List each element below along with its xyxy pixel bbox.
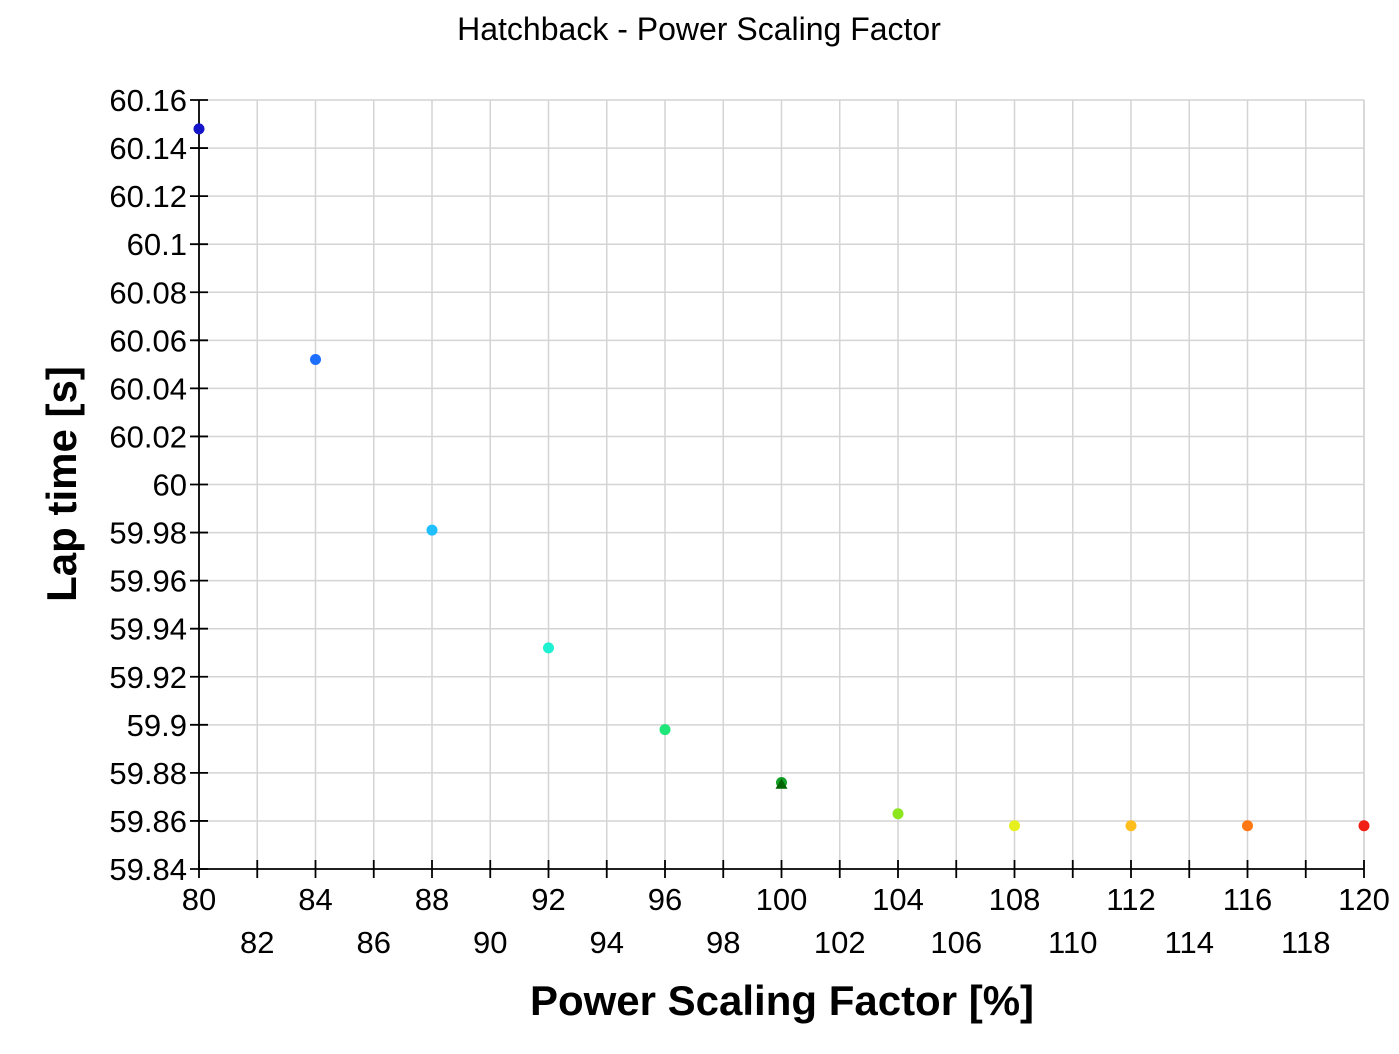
x-tick-label: 100: [756, 882, 808, 917]
highlight-marker: [775, 778, 788, 789]
y-tick-labels: 60.16 60.14 60.12 60.1 60.08 60.06 60.04 60.02 6…: [109, 83, 187, 887]
y-tick-label: 59.92: [109, 660, 187, 695]
y-tick-label: 60.16: [109, 83, 187, 118]
data-point: [426, 524, 438, 536]
y-tick-label: 59.9: [127, 708, 187, 743]
data-point: [1358, 820, 1370, 832]
data-points: [193, 123, 1370, 832]
data-point: [193, 123, 205, 135]
y-tick-label: 59.86: [109, 804, 187, 839]
y-tick-label: 60.12: [109, 179, 187, 214]
x-tick-label: 94: [590, 925, 624, 960]
chart-title: Hatchback - Power Scaling Factor: [457, 11, 941, 47]
y-tick-label: 59.98: [109, 516, 187, 551]
x-tick-label: 108: [989, 882, 1041, 917]
y-tick-label: 59.96: [109, 564, 187, 599]
y-tick-label: 60.04: [109, 371, 187, 406]
x-tick-label: 88: [415, 882, 449, 917]
data-point: [1242, 820, 1253, 832]
x-axis-title: Power Scaling Factor [%]: [530, 977, 1034, 1024]
x-tick-label: 114: [1165, 925, 1214, 960]
y-tick-label: 60.06: [109, 323, 187, 358]
x-tick-label: 106: [930, 925, 982, 960]
x-tick-label: 84: [298, 882, 332, 917]
ticks: [190, 99, 1365, 878]
y-tick-label: 60.14: [109, 131, 187, 166]
x-tick-label: 98: [706, 925, 740, 960]
x-tick-label: 112: [1106, 882, 1155, 917]
y-tick-label: 59.94: [109, 612, 187, 647]
x-tick-label: 92: [531, 882, 565, 917]
y-tick-label: 60.1: [127, 227, 187, 262]
grid: [199, 99, 1365, 869]
x-tick-label: 116: [1223, 882, 1272, 917]
x-tick-labels: 80 84 88 92 96 100 104 108 112 116 120 82 86 90 94 98 10…: [182, 882, 1390, 960]
data-point: [1009, 820, 1020, 832]
y-axis-title: Lap time [s]: [38, 366, 85, 602]
data-point: [659, 724, 671, 736]
x-tick-label: 110: [1048, 925, 1097, 960]
x-tick-label: 90: [473, 925, 507, 960]
x-tick-label: 86: [357, 925, 391, 960]
x-tick-label: 104: [872, 882, 924, 917]
x-tick-label: 96: [648, 882, 682, 917]
data-point: [892, 808, 904, 820]
y-tick-label: 59.88: [109, 756, 187, 791]
x-tick-label: 102: [814, 925, 866, 960]
data-point: [543, 642, 554, 654]
data-point: [1125, 820, 1137, 832]
x-tick-label: 80: [182, 882, 216, 917]
y-tick-label: 60.02: [109, 419, 187, 454]
y-tick-label: 60: [153, 468, 187, 503]
y-tick-label: 59.84: [109, 852, 187, 887]
data-point: [310, 354, 321, 366]
x-tick-label: 118: [1281, 925, 1330, 960]
y-tick-label: 60.08: [109, 275, 187, 310]
x-tick-label: 120: [1338, 882, 1390, 917]
x-tick-label: 82: [240, 925, 274, 960]
